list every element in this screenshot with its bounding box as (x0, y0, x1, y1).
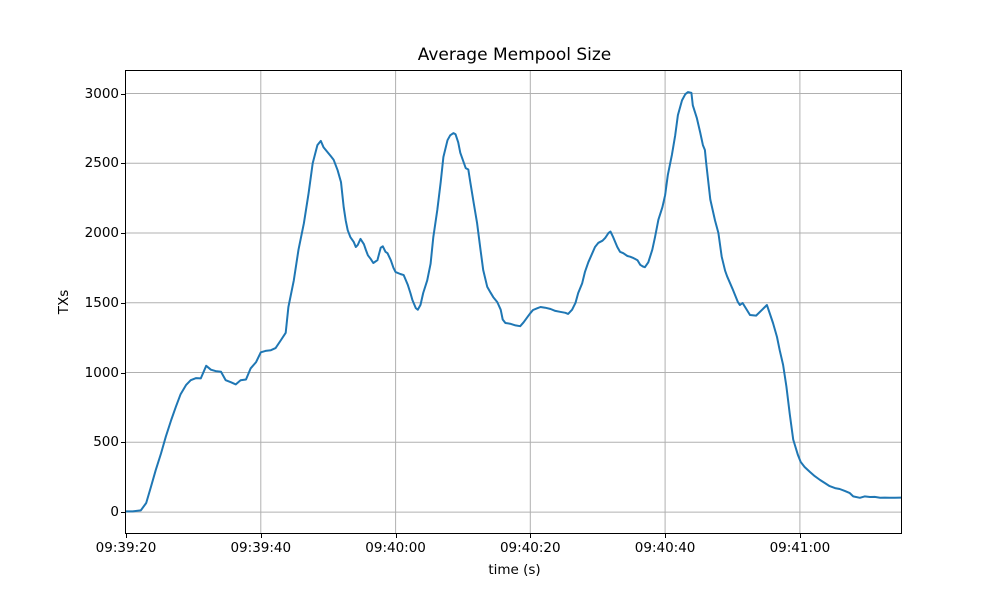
y-tick-mark (121, 372, 126, 374)
x-tick-label: 09:40:20 (499, 540, 561, 556)
plot-canvas (126, 71, 901, 533)
y-tick-label: 500 (93, 434, 119, 451)
y-tick-label: 1000 (84, 364, 119, 381)
y-tick-label: 0 (110, 504, 119, 521)
x-tick-mark (260, 533, 262, 538)
y-tick-label: 2000 (84, 225, 119, 241)
y-tick-mark (121, 302, 126, 304)
x-tick-label: 09:40:40 (634, 540, 696, 556)
x-tick-mark (395, 533, 397, 538)
x-tick-label: 09:39:20 (95, 540, 157, 556)
x-tick-label: 09:39:40 (230, 540, 292, 556)
y-axis-label: TXs (56, 289, 72, 315)
x-axis-label: time (s) (488, 562, 541, 578)
plot-area (125, 70, 902, 534)
y-tick-mark (121, 512, 126, 514)
y-tick-mark (121, 442, 126, 444)
x-tick-label: 09:41:00 (769, 540, 831, 556)
x-tick-mark (799, 533, 801, 538)
y-tick-label: 2500 (84, 155, 119, 172)
chart-title: Average Mempool Size (417, 45, 612, 65)
y-tick-mark (121, 93, 126, 95)
x-tick-label: 09:40:00 (365, 540, 426, 556)
mempool-size-line (126, 91, 901, 513)
x-tick-mark (126, 533, 127, 538)
y-tick-mark (121, 233, 126, 234)
y-tick-label: 1500 (84, 294, 119, 311)
y-tick-label: 3000 (84, 85, 119, 102)
x-tick-mark (530, 533, 532, 538)
y-tick-mark (121, 163, 126, 165)
x-tick-mark (665, 533, 667, 538)
